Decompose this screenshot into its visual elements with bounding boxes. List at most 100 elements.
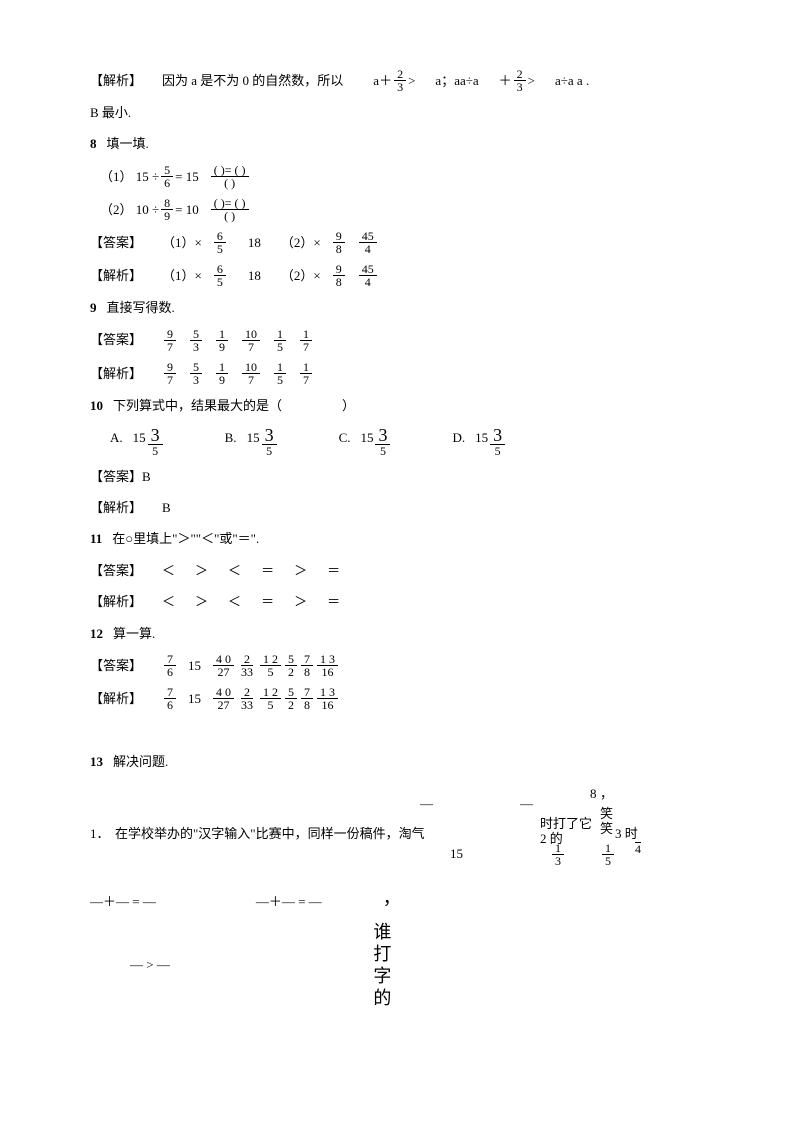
- fraction: 97: [164, 361, 176, 386]
- title: 在○里填上"＞""＜"或"＝".: [112, 527, 259, 550]
- text: （1） 15 ÷: [100, 165, 159, 188]
- label: 【解析】: [90, 69, 142, 92]
- symbol: ＝: [327, 594, 340, 609]
- fraction: 78: [301, 686, 313, 711]
- symbol: ＜: [162, 594, 175, 609]
- ans9: 【答案】 9753191071517: [90, 327, 710, 353]
- qnum: 10: [90, 394, 103, 417]
- title: 直接写得数.: [107, 296, 175, 319]
- big-frac: 3 5: [375, 426, 390, 457]
- fraction: 4: [632, 842, 644, 855]
- opt-a: A.: [110, 426, 123, 449]
- fraction: 8 9: [161, 197, 173, 222]
- fraction: 76: [164, 686, 176, 711]
- q12: 12 算一算.: [90, 622, 710, 645]
- fraction: 107: [242, 328, 260, 353]
- label: 【答案】: [90, 328, 142, 351]
- fraction: 9 8: [333, 230, 345, 255]
- val: 8: [590, 782, 597, 805]
- q13-block: — — 8 ， 1． 在学校举办的"汉字输入"比赛中，同样一份稿件，淘气 15 …: [90, 782, 710, 882]
- text: （2） 10 ÷: [100, 198, 159, 221]
- text: 在学校举办的"汉字输入"比赛中，同样一份稿件，淘气: [115, 822, 425, 845]
- q13-eq-row: —＋— = — —＋— = —: [90, 890, 710, 913]
- text: 笑: [600, 817, 613, 840]
- q13-eq-row2: — > —: [90, 953, 710, 976]
- big-frac: 3 5: [490, 426, 505, 457]
- q9: 9 直接写得数.: [90, 296, 710, 319]
- b-smallest: B 最小.: [90, 101, 710, 124]
- fraction-paren: ( )= ( ) ( ): [211, 164, 249, 189]
- expr: a＋: [373, 69, 392, 92]
- fraction: 9 8: [333, 263, 345, 288]
- label: 【答案】: [90, 231, 142, 254]
- gt: >: [528, 69, 535, 92]
- plus: ＋: [499, 69, 512, 92]
- q13: 13 解决问题.: [90, 750, 710, 773]
- fraction: 2 3: [394, 68, 406, 93]
- eq: — > —: [130, 953, 170, 976]
- q8-line2: （2） 10 ÷ 8 9 = 10 ( )= ( ) ( ): [90, 197, 710, 222]
- val: 15: [360, 426, 373, 449]
- text: B 最小.: [90, 101, 131, 124]
- eq: —＋— = —: [90, 890, 156, 913]
- fraction: 45 4: [359, 263, 377, 288]
- fraction: 4 027: [213, 686, 234, 711]
- fraction: 6 5: [214, 263, 226, 288]
- dash: —: [420, 792, 433, 815]
- title: 算一算.: [113, 622, 155, 645]
- fraction: 97: [164, 328, 176, 353]
- fraction: 2 3: [514, 68, 526, 93]
- fraction: 19: [216, 361, 228, 386]
- fraction: 4 027: [213, 653, 234, 678]
- vertical-text: ，谁打字的: [365, 900, 397, 1010]
- opt-d: D.: [452, 426, 465, 449]
- expr: a÷a a .: [555, 69, 589, 92]
- text: （2）×: [281, 264, 321, 287]
- exp11: 【解析】 ＜＞＜＝＞＝: [90, 590, 710, 613]
- eq: —＋— = —: [256, 890, 322, 913]
- symbol: ＞: [294, 594, 307, 609]
- fraction: 1 3: [552, 842, 564, 867]
- fraction: 1 316: [317, 686, 338, 711]
- fraction: 17: [300, 328, 312, 353]
- exp9: 【解析】 9753191071517: [90, 361, 710, 387]
- label: 【解析】: [90, 264, 142, 287]
- symbol: ＞: [294, 563, 307, 578]
- fraction: 107: [242, 361, 260, 386]
- fraction: 233: [238, 686, 256, 711]
- exp8: 【解析】 （1）× 6 5 18 （2）× 9 8 45 4: [90, 263, 710, 288]
- symbol: ＝: [261, 594, 274, 609]
- label: 【解析】: [90, 362, 142, 385]
- q11: 11 在○里填上"＞""＜"或"＝".: [90, 527, 710, 550]
- text: = 10: [175, 198, 199, 221]
- fraction: 5 6: [161, 164, 173, 189]
- fraction: 1 316: [317, 653, 338, 678]
- q8-line1: （1） 15 ÷ 5 6 = 15 ( )= ( ) ( ): [90, 164, 710, 189]
- opt-b: B.: [225, 426, 237, 449]
- label: 【答案】B: [90, 465, 151, 488]
- title: 下列算式中，结果最大的是（: [113, 394, 282, 417]
- fraction: 53: [190, 361, 202, 386]
- seq: ＜＞＜＝＞＝: [162, 590, 360, 613]
- q10-title: 10 下列算式中，结果最大的是（ ）: [90, 394, 710, 417]
- title: 填一填.: [107, 132, 149, 155]
- text: 因为 a 是不为 0 的自然数，所以: [162, 69, 343, 92]
- expr: a；aa÷a: [435, 69, 478, 92]
- fraction-paren: ( )= ( ) ( ): [211, 197, 249, 222]
- dash: —: [520, 792, 533, 815]
- fractions-row: 9753191071517: [162, 327, 324, 353]
- opt-c: C.: [339, 426, 351, 449]
- fraction: 78: [301, 653, 313, 678]
- paren: ）: [342, 394, 355, 417]
- label: 【解析】: [90, 590, 142, 613]
- fraction: 15: [274, 328, 286, 353]
- val: 15: [475, 426, 488, 449]
- symbol: ＜: [228, 594, 241, 609]
- exp12: 【解析】 76 15 4 027 233 1 25 52 78 1 316: [90, 686, 710, 711]
- fraction: 233: [238, 653, 256, 678]
- fraction: 1 25: [260, 686, 281, 711]
- q10-options: A. 15 3 5 B. 15 3 5 C. 15 3 5 D. 15 3 5: [90, 426, 710, 457]
- text: （2）×: [281, 231, 321, 254]
- ans11: 【答案】 ＜＞＜＝＞＝: [90, 559, 710, 582]
- ans12: 【答案】 76 15 4 027 233 1 25 52 78 1 316: [90, 653, 710, 678]
